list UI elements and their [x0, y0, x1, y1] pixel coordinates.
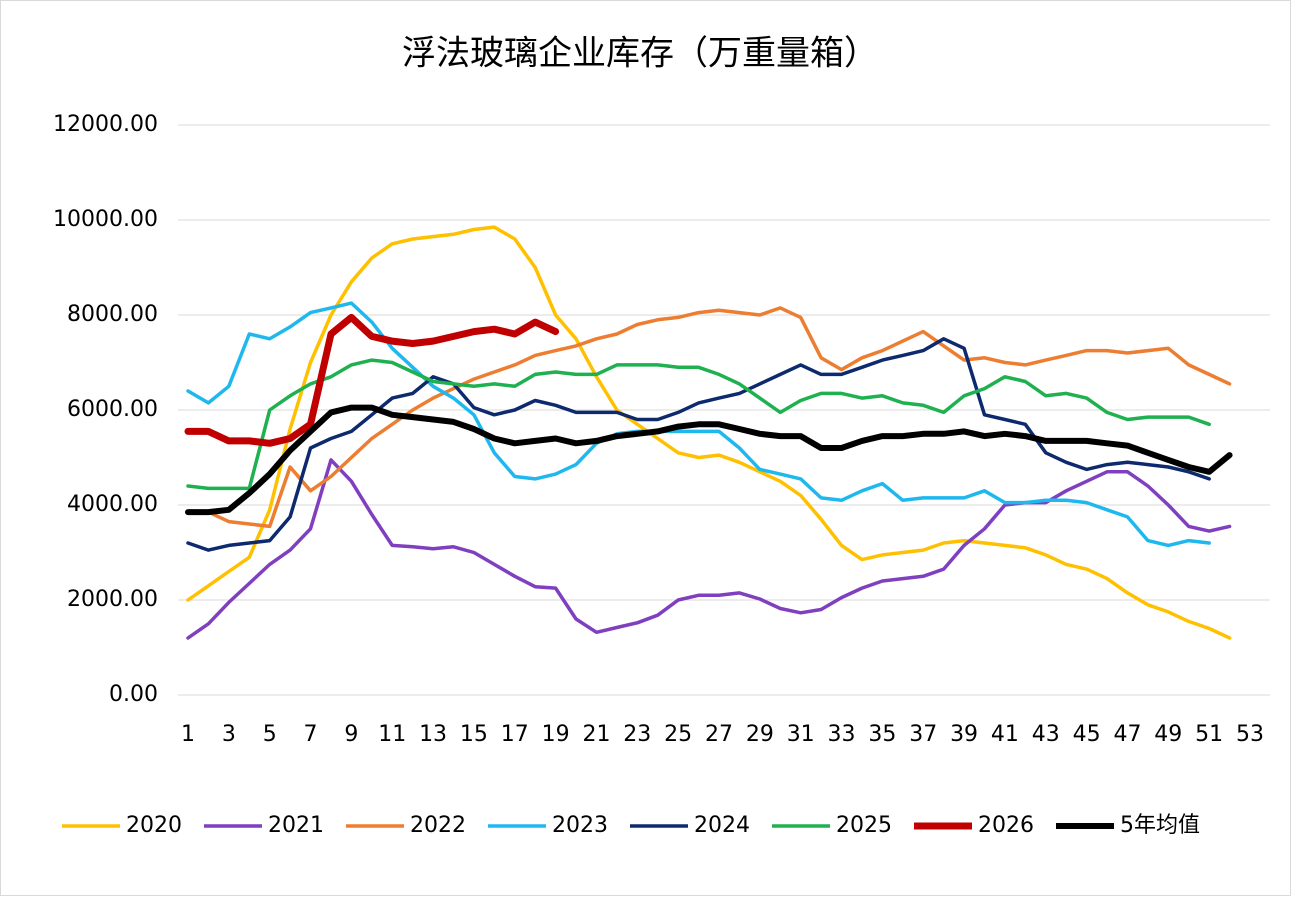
- x-tick-label: 47: [1113, 722, 1141, 747]
- series-line: [186, 358, 1211, 491]
- chart-title: 浮法玻璃企业库存（万重量箱）: [402, 34, 878, 74]
- y-tick-label: 4000.00: [67, 492, 158, 517]
- y-tick-label: 12000.00: [53, 112, 158, 137]
- x-tick-label: 35: [868, 722, 896, 747]
- x-tick-label: 9: [344, 722, 358, 747]
- series-line: [185, 404, 1233, 516]
- legend-label: 2024: [694, 813, 750, 838]
- x-tick-label: 51: [1195, 722, 1223, 747]
- x-tick-label: 43: [1032, 722, 1060, 747]
- series-line: [186, 301, 1211, 548]
- x-tick-label: 27: [705, 722, 733, 747]
- x-tick-label: 13: [419, 722, 447, 747]
- legend-label: 2020: [126, 813, 182, 838]
- y-tick-label: 2000.00: [67, 587, 158, 612]
- y-tick-label: 10000.00: [53, 207, 158, 232]
- series-line: [186, 337, 1211, 552]
- x-tick-label: 33: [828, 722, 856, 747]
- legend-label: 2022: [410, 813, 466, 838]
- series-line: [186, 306, 1232, 529]
- x-tick-label: 45: [1073, 722, 1101, 747]
- series-line: [186, 458, 1232, 640]
- x-tick-label: 19: [542, 722, 570, 747]
- x-tick-label: 53: [1236, 722, 1264, 747]
- x-tick-label: 25: [664, 722, 692, 747]
- legend-label: 2021: [268, 813, 324, 838]
- legend-label: 2026: [978, 813, 1034, 838]
- legend-label: 2025: [836, 813, 892, 838]
- x-tick-label: 3: [222, 722, 236, 747]
- x-tick-label: 17: [501, 722, 529, 747]
- x-tick-label: 41: [991, 722, 1019, 747]
- x-tick-label: 15: [460, 722, 488, 747]
- x-tick-label: 23: [623, 722, 651, 747]
- y-tick-label: 6000.00: [67, 397, 158, 422]
- x-tick-label: 1: [181, 722, 195, 747]
- series-line: [184, 313, 560, 447]
- legend-label: 2023: [552, 813, 608, 838]
- y-tick-label: 0.00: [109, 682, 158, 707]
- x-tick-label: 29: [746, 722, 774, 747]
- x-tick-label: 11: [378, 722, 406, 747]
- series-line: [186, 225, 1232, 640]
- x-tick-label: 5: [263, 722, 277, 747]
- x-tick-label: 7: [304, 722, 318, 747]
- x-tick-label: 31: [787, 722, 815, 747]
- x-tick-label: 21: [582, 722, 610, 747]
- x-tick-label: 37: [909, 722, 937, 747]
- y-tick-label: 8000.00: [67, 302, 158, 327]
- x-tick-label: 39: [950, 722, 978, 747]
- legend-label: 5年均值: [1120, 813, 1200, 838]
- x-tick-label: 49: [1154, 722, 1182, 747]
